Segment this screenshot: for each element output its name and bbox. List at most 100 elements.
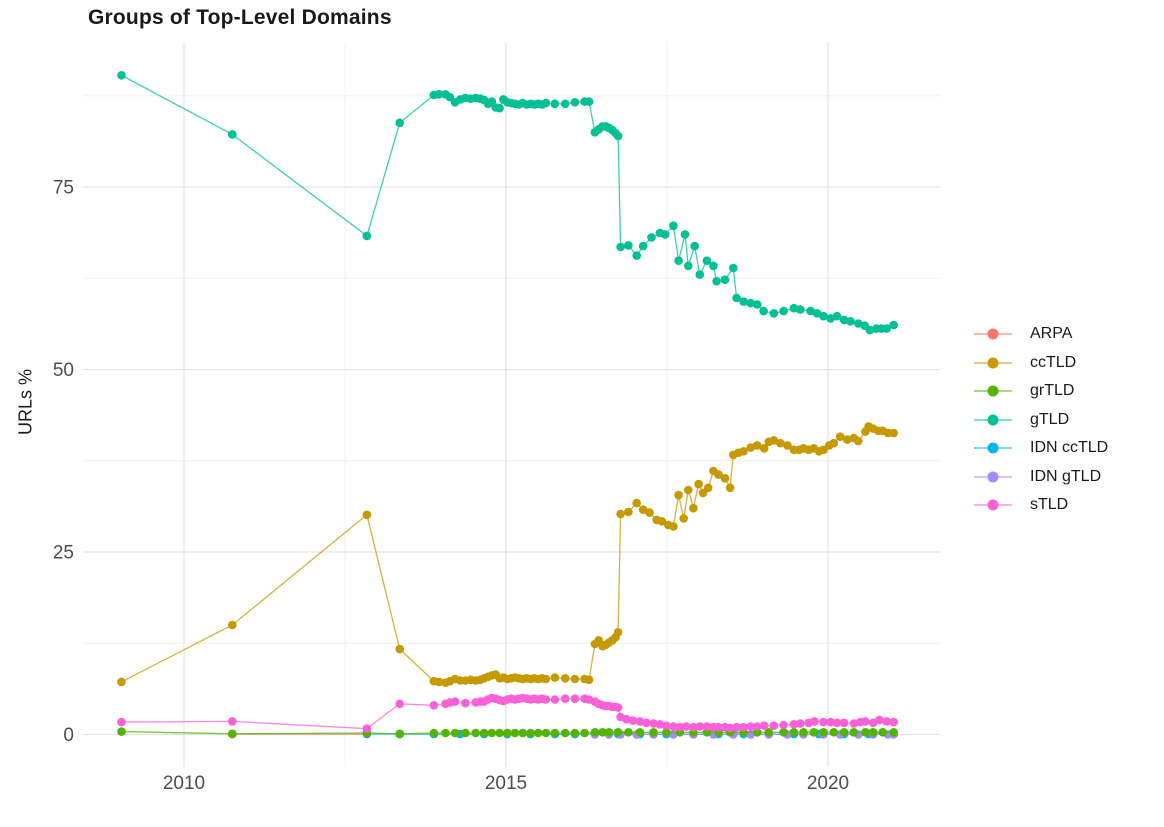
- data-point-sTLD: [810, 717, 819, 726]
- data-point-sTLD: [739, 722, 748, 732]
- data-point-gTLD: [769, 309, 779, 318]
- data-point-gTLD: [839, 315, 849, 325]
- data-point-sTLD: [849, 719, 859, 728]
- data-point-sTLD: [682, 722, 691, 731]
- data-point-gTLD: [613, 131, 623, 141]
- data-point-grTLD: [789, 728, 799, 737]
- data-point-grTLD: [878, 728, 887, 737]
- data-point-gTLD: [739, 297, 748, 306]
- legend-label: IDN gTLD: [1030, 467, 1102, 485]
- data-point-grTLD: [604, 728, 614, 737]
- data-point-sTLD: [228, 717, 237, 726]
- data-point-ccTLD: [720, 474, 730, 483]
- data-point-gTLD: [638, 241, 648, 251]
- data-point-gTLD: [541, 98, 551, 108]
- data-point-sTLD: [628, 716, 638, 725]
- data-point-sTLD: [789, 720, 799, 729]
- legend-label: grTLD: [1030, 382, 1075, 400]
- data-point-gTLD: [746, 298, 755, 308]
- data-point-gTLD: [395, 118, 405, 128]
- data-point-grTLD: [228, 729, 237, 739]
- legend-label: ccTLD: [1030, 353, 1077, 371]
- data-point-grTLD: [429, 728, 439, 738]
- data-point-ccTLD: [645, 508, 654, 517]
- data-point-grTLD: [839, 728, 849, 737]
- legend-dot-swatch: [987, 499, 999, 511]
- data-point-sTLD: [779, 720, 788, 730]
- data-point-ccTLD: [694, 479, 703, 489]
- data-point-grTLD: [541, 728, 551, 738]
- data-point-sTLD: [655, 720, 665, 729]
- legend-label: gTLD: [1030, 410, 1070, 428]
- data-point-grTLD: [829, 728, 839, 737]
- data-point-grTLD: [649, 728, 658, 737]
- data-point-ccTLD: [624, 507, 633, 517]
- data-point-ccTLD: [613, 628, 623, 637]
- legend-key-icon: [974, 356, 1012, 369]
- legend-item-gTLD: gTLD: [974, 406, 1108, 435]
- data-point-grTLD: [809, 728, 819, 737]
- data-point-gTLD: [669, 221, 678, 230]
- data-point-sTLD: [649, 719, 658, 728]
- data-point-sTLD: [769, 721, 779, 730]
- data-point-grTLD: [580, 728, 589, 738]
- legend-key-icon: [974, 385, 1012, 398]
- legend-item-ARPA: ARPA: [974, 320, 1108, 349]
- data-point-gTLD: [796, 305, 805, 314]
- data-point-ccTLD: [638, 505, 648, 514]
- data-point-gTLD: [674, 256, 683, 266]
- data-point-grTLD: [613, 728, 623, 737]
- data-point-ccTLD: [889, 428, 898, 438]
- data-point-grTLD: [819, 728, 828, 737]
- x-tick-label: 2020: [807, 773, 849, 794]
- data-point-ccTLD: [674, 490, 683, 500]
- data-point-grTLD: [764, 728, 774, 737]
- data-point-ccTLD: [759, 444, 769, 453]
- y-tick-label: 50: [53, 360, 74, 381]
- data-point-gTLD: [684, 261, 693, 271]
- data-point-sTLD: [882, 717, 891, 726]
- data-point-gTLD: [228, 130, 237, 139]
- legend-dot-swatch: [987, 328, 999, 340]
- data-point-grTLD: [461, 728, 470, 738]
- data-point-sTLD: [796, 719, 805, 728]
- data-point-ccTLD: [570, 674, 580, 684]
- data-point-ccTLD: [669, 522, 678, 531]
- data-point-grTLD: [495, 728, 504, 738]
- data-point-ccTLD: [843, 435, 852, 444]
- legend-label: sTLD: [1030, 496, 1069, 514]
- data-point-gTLD: [362, 231, 372, 241]
- x-tick-label: 2010: [163, 773, 205, 794]
- legend-dot-swatch: [987, 414, 999, 426]
- data-point-sTLD: [550, 695, 560, 704]
- data-point-grTLD: [503, 728, 512, 738]
- data-point-sTLD: [826, 717, 835, 727]
- data-point-gTLD: [720, 275, 730, 285]
- data-point-ccTLD: [616, 509, 625, 519]
- series-line-ccTLD: [121, 425, 894, 684]
- data-point-sTLD: [669, 722, 678, 731]
- data-point-gTLD: [695, 270, 705, 279]
- data-point-sTLD: [759, 721, 769, 730]
- legend-key-icon: [974, 328, 1012, 341]
- data-point-sTLD: [613, 703, 623, 712]
- data-point-ccTLD: [689, 503, 698, 513]
- data-point-ccTLD: [835, 432, 845, 442]
- data-point-grTLD: [471, 728, 481, 738]
- data-point-sTLD: [889, 717, 898, 727]
- chart-title: Groups of Top-Level Domains: [88, 6, 392, 29]
- data-point-gTLD: [779, 306, 788, 316]
- data-point-grTLD: [849, 728, 859, 737]
- data-point-grTLD: [598, 728, 607, 737]
- data-point-gTLD: [752, 300, 762, 309]
- data-point-sTLD: [395, 699, 405, 709]
- data-point-ccTLD: [783, 441, 792, 450]
- legend-label: ARPA: [1030, 325, 1073, 343]
- data-point-gTLD: [759, 306, 768, 316]
- data-point-grTLD: [635, 728, 645, 737]
- legend-dot-swatch: [987, 442, 999, 454]
- data-point-grTLD: [533, 728, 543, 738]
- data-point-gTLD: [812, 309, 822, 318]
- data-point-gTLD: [819, 311, 828, 321]
